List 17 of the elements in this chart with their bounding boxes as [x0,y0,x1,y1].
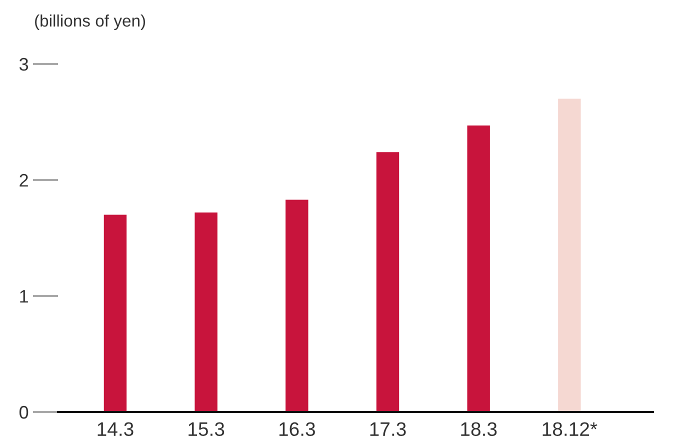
x-tick-label: 15.3 [188,422,224,436]
y-axis-title: (billions of yen) [35,14,146,30]
bar [467,125,490,412]
bar [286,200,308,412]
x-tick-label: 14.3 [98,422,134,436]
bar [558,98,581,412]
bar [104,214,127,412]
bar [194,212,218,412]
x-tick-label: 18.12* [542,422,598,436]
x-tick-label: 16.3 [279,422,315,436]
y-tick-label: 2 [20,174,28,187]
y-tick-label: 1 [20,290,28,303]
x-tick-label: 18.3 [461,422,497,436]
bar [376,152,400,412]
y-tick-label: 0 [20,406,28,419]
x-tick-label: 17.3 [370,422,406,436]
y-tick-label: 3 [19,58,28,71]
